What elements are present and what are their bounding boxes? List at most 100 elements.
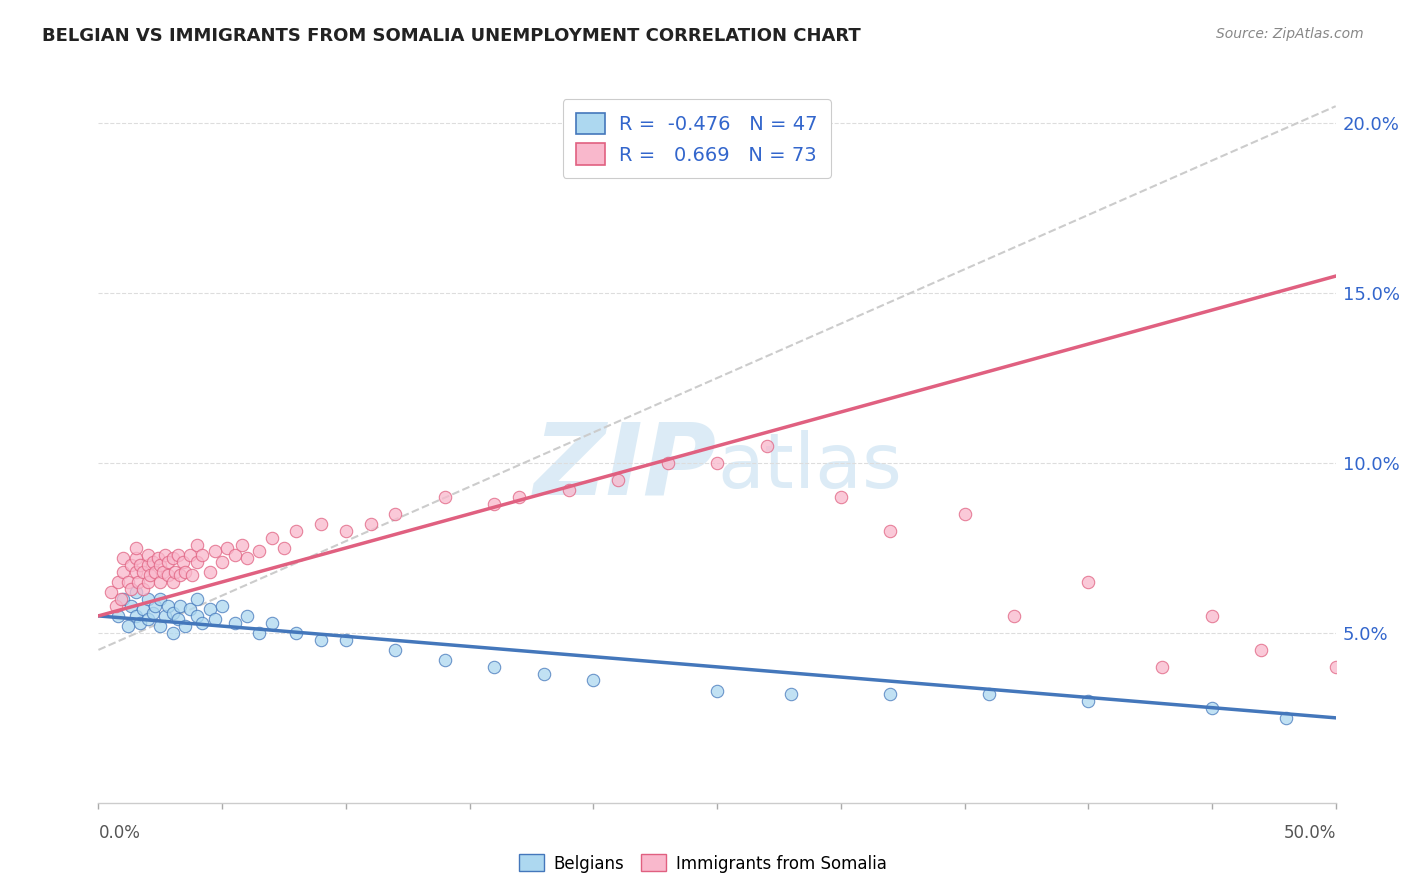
Point [879, 524, 901, 538]
Point [1250, 643, 1272, 657]
Point [484, 660, 506, 674]
Point [124, 585, 146, 599]
Point [186, 608, 208, 623]
Legend: Belgians, Immigrants from Somalia: Belgians, Immigrants from Somalia [512, 847, 894, 880]
Point [149, 591, 172, 606]
Point [247, 626, 270, 640]
Point [132, 602, 155, 616]
Point [112, 551, 135, 566]
Point [204, 612, 226, 626]
Point [100, 585, 122, 599]
Point [204, 544, 226, 558]
Point [112, 591, 135, 606]
Point [1324, 660, 1347, 674]
Point [143, 565, 166, 579]
Point [186, 591, 208, 606]
Point [129, 558, 152, 572]
Point [104, 599, 127, 613]
Point [120, 558, 142, 572]
Point [273, 541, 295, 555]
Point [236, 551, 259, 566]
Point [142, 555, 165, 569]
Point [156, 555, 179, 569]
Point [155, 608, 177, 623]
Point [179, 602, 201, 616]
Point [162, 574, 184, 589]
Point [607, 473, 630, 487]
Point [247, 544, 270, 558]
Point [780, 687, 803, 701]
Point [879, 687, 901, 701]
Point [112, 565, 135, 579]
Point [165, 565, 187, 579]
Point [132, 565, 155, 579]
Point [132, 582, 155, 596]
Point [139, 568, 162, 582]
Point [191, 548, 214, 562]
Point [433, 490, 456, 504]
Point [335, 524, 357, 538]
Point [124, 608, 146, 623]
Point [166, 548, 188, 562]
Point [142, 606, 165, 620]
Point [186, 555, 208, 569]
Point [124, 541, 146, 555]
Point [136, 591, 159, 606]
Point [120, 599, 142, 613]
Point [169, 568, 191, 582]
Point [162, 551, 184, 566]
Point [1201, 608, 1223, 623]
Point [152, 565, 174, 579]
Point [830, 490, 852, 504]
Legend: R =  -0.476   N = 47, R =   0.669   N = 73: R = -0.476 N = 47, R = 0.669 N = 73 [562, 99, 831, 178]
Point [211, 599, 233, 613]
Point [953, 507, 976, 521]
Point [107, 608, 129, 623]
Point [360, 517, 382, 532]
Point [384, 507, 406, 521]
Point [186, 537, 208, 551]
Point [117, 574, 139, 589]
Point [533, 666, 555, 681]
Point [129, 615, 152, 630]
Point [285, 626, 308, 640]
Point [755, 439, 778, 453]
Point [224, 548, 246, 562]
Point [309, 517, 332, 532]
Point [107, 574, 129, 589]
Point [166, 612, 188, 626]
Point [979, 687, 1001, 701]
Point [706, 456, 728, 470]
Point [146, 551, 169, 566]
Point [156, 599, 179, 613]
Point [211, 555, 233, 569]
Point [231, 537, 253, 551]
Point [582, 673, 605, 688]
Point [1201, 700, 1223, 714]
Point [557, 483, 579, 498]
Point [260, 615, 283, 630]
Point [120, 582, 142, 596]
Point [174, 619, 197, 633]
Point [117, 619, 139, 633]
Point [174, 565, 197, 579]
Point [335, 632, 357, 647]
Point [433, 653, 456, 667]
Point [155, 548, 177, 562]
Point [1275, 711, 1298, 725]
Point [124, 565, 146, 579]
Point [309, 632, 332, 647]
Text: Source: ZipAtlas.com: Source: ZipAtlas.com [1216, 27, 1364, 41]
Point [260, 531, 283, 545]
Text: BELGIAN VS IMMIGRANTS FROM SOMALIA UNEMPLOYMENT CORRELATION CHART: BELGIAN VS IMMIGRANTS FROM SOMALIA UNEMP… [42, 27, 860, 45]
Point [484, 497, 506, 511]
Point [1077, 694, 1099, 708]
Text: 50.0%: 50.0% [1284, 824, 1336, 842]
Point [217, 541, 239, 555]
Point [127, 574, 149, 589]
Point [224, 615, 246, 630]
Point [657, 456, 679, 470]
Point [136, 558, 159, 572]
Text: 0.0%: 0.0% [98, 824, 141, 842]
Point [143, 599, 166, 613]
